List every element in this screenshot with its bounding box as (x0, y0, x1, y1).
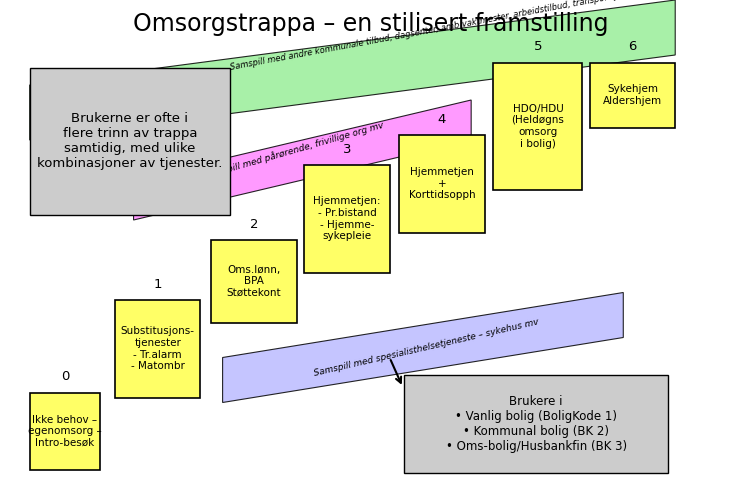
Text: Omsorgstrappa – en stilisert framstilling: Omsorgstrappa – en stilisert framstillin… (134, 12, 608, 36)
Polygon shape (30, 0, 675, 140)
Text: 0: 0 (61, 370, 69, 384)
FancyBboxPatch shape (590, 62, 675, 128)
Text: Brukere i
• Vanlig bolig (BoligKode 1)
• Kommunal bolig (BK 2)
• Oms-bolig/Husba: Brukere i • Vanlig bolig (BoligKode 1) •… (445, 395, 627, 453)
Text: Hjemmetjen:
- Pr.bistand
- Hjemme-
sykepleie: Hjemmetjen: - Pr.bistand - Hjemme- sykep… (313, 196, 381, 241)
Text: 1: 1 (154, 278, 162, 291)
FancyBboxPatch shape (404, 375, 668, 472)
Text: Hjemmetjen
+
Korttidsopph: Hjemmetjen + Korttidsopph (409, 167, 475, 200)
FancyBboxPatch shape (399, 135, 485, 232)
Text: Samspill med andre kommunale tilbud, dagsenter, amb vaktmester, arbeidstilbud, t: Samspill med andre kommunale tilbud, dag… (229, 0, 661, 72)
Text: Samspill med spesialisthelsetjeneste – sykehus mv: Samspill med spesialisthelsetjeneste – s… (313, 317, 540, 378)
Text: Ikke behov –
egenomsorg –
Intro-besøk: Ikke behov – egenomsorg – Intro-besøk (28, 414, 102, 448)
Text: Oms.lønn,
BPA
Støttekont: Oms.lønn, BPA Støttekont (227, 264, 281, 298)
Text: 6: 6 (628, 40, 637, 54)
Text: Substitusjons-
tjenester
- Tr.alarm
- Matombr: Substitusjons- tjenester - Tr.alarm - Ma… (121, 326, 194, 371)
Text: 4: 4 (438, 113, 446, 126)
FancyBboxPatch shape (30, 68, 230, 215)
FancyBboxPatch shape (211, 240, 297, 322)
Text: Brukerne er ofte i
flere trinn av trappa
samtidig, med ulike
kombinasjoner av tj: Brukerne er ofte i flere trinn av trappa… (37, 112, 223, 170)
FancyBboxPatch shape (493, 62, 582, 190)
FancyBboxPatch shape (304, 165, 390, 272)
Text: 3: 3 (343, 143, 351, 156)
Text: 5: 5 (533, 40, 542, 54)
FancyBboxPatch shape (30, 392, 100, 470)
FancyBboxPatch shape (115, 300, 200, 398)
Polygon shape (223, 292, 623, 403)
Text: 2: 2 (250, 218, 258, 231)
Text: Samspill med pårørende, frivillige org mv: Samspill med pårørende, frivillige org m… (202, 120, 384, 180)
Text: Sykehjem
Aldershjem: Sykehjem Aldershjem (603, 84, 662, 106)
Text: HDO/HDU
(Heldøgns
omsorg
i bolig): HDO/HDU (Heldøgns omsorg i bolig) (511, 104, 565, 148)
Polygon shape (134, 100, 471, 220)
